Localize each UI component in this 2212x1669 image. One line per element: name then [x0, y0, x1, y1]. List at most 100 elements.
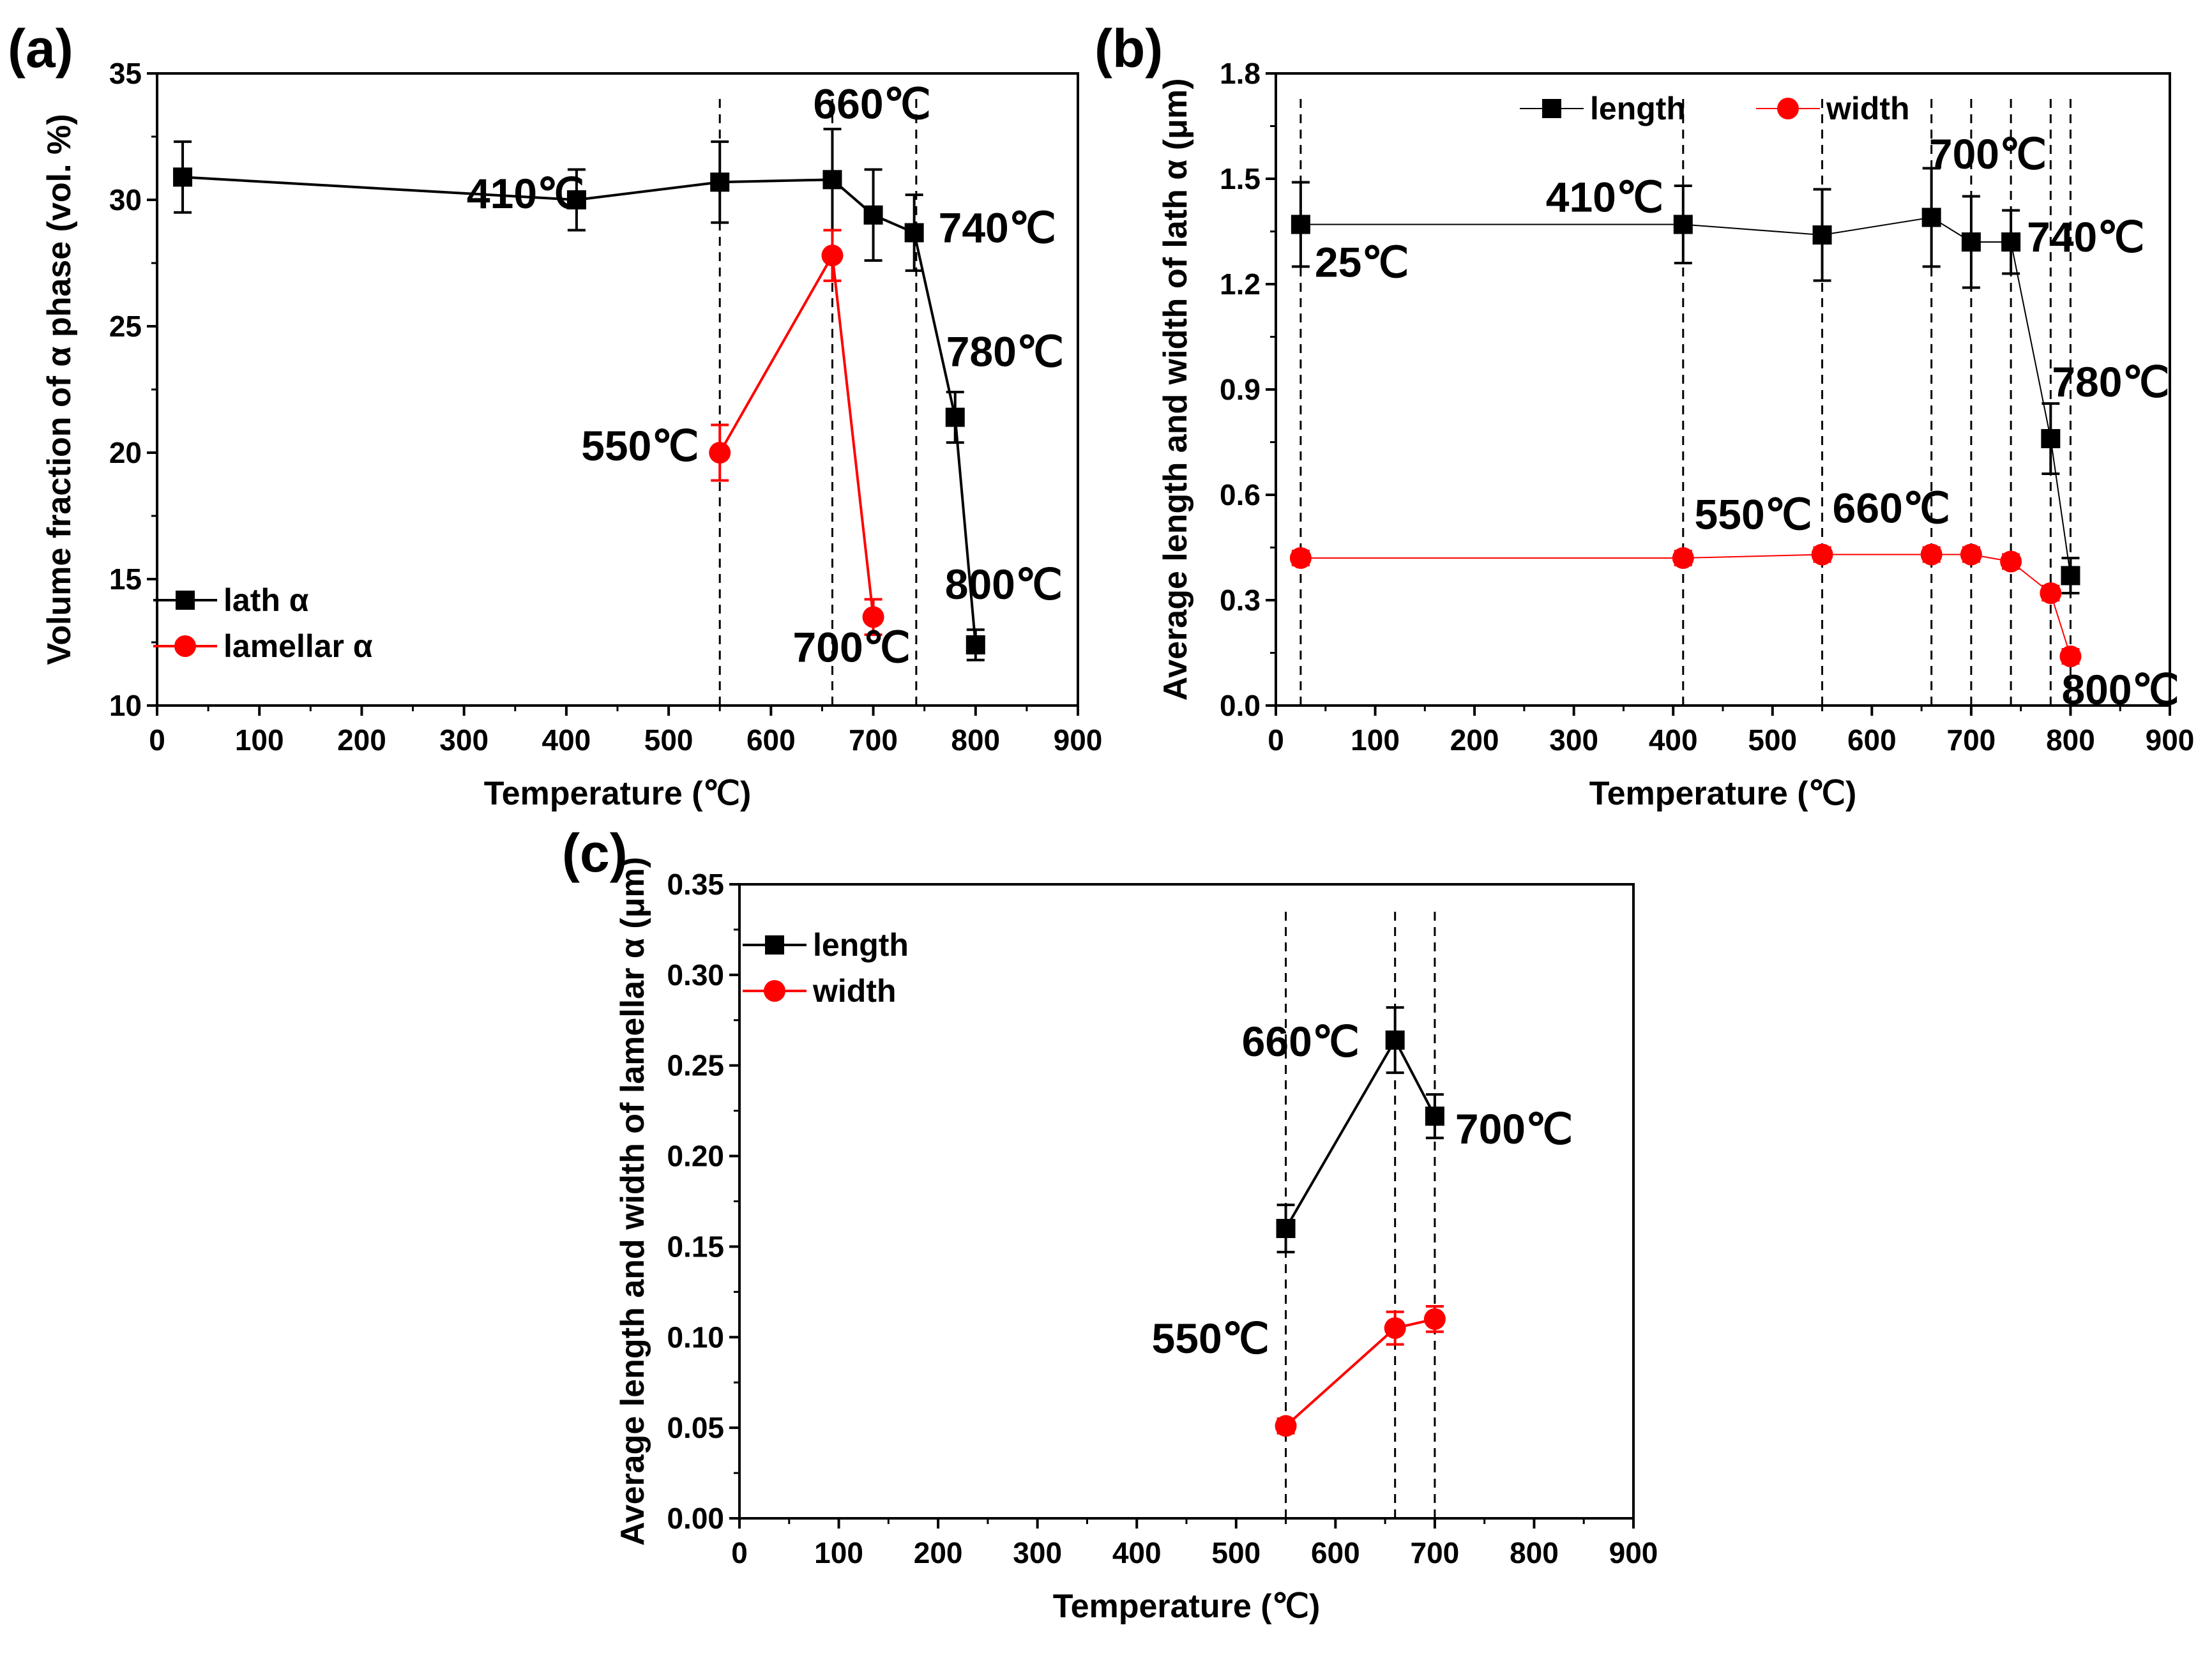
data-point-a-0-3 [822, 170, 842, 190]
data-point-a-0-7 [966, 635, 985, 654]
temperature-annotation-b-2: 700℃ [1929, 130, 2047, 177]
panel-b: (b) 0 100 200 300 400 500 600 700 800 900 0.0 0.3 0.6… [1095, 19, 2194, 812]
x-tick-label-a-1: 100 [235, 723, 284, 757]
legend-marker-a-1 [174, 635, 196, 657]
panel-c: (c) 0 100 200 300 400 500 600 700 800 900 0.00 0.05 0… [562, 823, 1658, 1625]
temperature-annotation-c-1: 700℃ [1455, 1105, 1573, 1152]
series-line-b-1 [1300, 554, 2072, 657]
data-point-b-0-3 [1921, 208, 1941, 227]
series-line-b-0 [1300, 216, 2072, 576]
legend-marker-c-1 [764, 980, 785, 1002]
legend-marker-c-0 [765, 935, 784, 955]
x-tick-label-c-0: 0 [731, 1536, 748, 1569]
data-point-a-0-4 [863, 205, 883, 225]
data-point-c-1-1 [1384, 1317, 1406, 1340]
y-tick-label-a-3: 25 [109, 310, 142, 343]
data-point-b-0-7 [2061, 566, 2080, 585]
y-tick-label-b-0: 0.0 [1220, 689, 1261, 722]
temperature-annotation-a-0: 410℃ [467, 170, 584, 217]
x-tick-label-a-7: 700 [849, 723, 898, 757]
data-point-a-0-0 [173, 167, 193, 187]
x-tick-label-b-2: 200 [1450, 723, 1499, 757]
temperature-annotation-a-6: 700℃ [793, 623, 911, 670]
x-tick-label-a-3: 300 [439, 723, 489, 757]
y-tick-label-c-4: 0.20 [667, 1140, 724, 1173]
x-tick-label-b-0: 0 [1268, 723, 1284, 757]
data-point-b-1-1 [1672, 547, 1694, 569]
legend-label-a-0: lath α [223, 582, 309, 618]
temperature-annotation-b-6: 660℃ [1833, 485, 1950, 532]
legend-label-c-0: length [813, 927, 909, 963]
legend-marker-b-1 [1777, 98, 1799, 119]
temperature-annotation-a-1: 660℃ [813, 80, 930, 127]
y-axis-title-c: Average length and width of lamellar α (… [614, 857, 651, 1546]
x-tick-label-b-5: 500 [1748, 723, 1797, 757]
x-tick-label-c-8: 800 [1510, 1536, 1559, 1569]
legend-label-b-1: width [1826, 91, 1910, 126]
series-line-a-1 [718, 251, 875, 617]
data-point-a-1-1 [821, 245, 844, 267]
data-point-c-0-1 [1385, 1030, 1405, 1050]
panel-label-a: (a) [8, 19, 73, 79]
x-tick-label-b-8: 800 [2046, 723, 2095, 757]
data-point-a-1-2 [862, 606, 884, 628]
x-axis-title-b: Temperature (℃) [1589, 775, 1857, 812]
data-point-b-0-0 [1291, 215, 1310, 234]
data-point-a-0-5 [904, 223, 924, 243]
data-point-b-0-6 [2041, 429, 2061, 448]
x-tick-label-a-9: 900 [1054, 723, 1103, 757]
temperature-annotation-c-2: 550℃ [1152, 1315, 1269, 1362]
y-tick-label-c-3: 0.15 [667, 1230, 724, 1263]
legend-label-c-1: width [812, 973, 897, 1009]
x-tick-label-b-9: 900 [2146, 723, 2195, 757]
x-axis-title-c: Temperature (℃) [1053, 1588, 1321, 1625]
x-tick-label-c-4: 400 [1112, 1536, 1162, 1569]
y-axis-title-b: Average length and width of lath α (μm) [1157, 79, 1194, 701]
series-line-c-0 [1284, 1037, 1436, 1230]
data-point-b-0-2 [1812, 225, 1832, 245]
y-tick-label-a-2: 20 [109, 436, 142, 469]
x-tick-label-c-6: 600 [1311, 1536, 1360, 1569]
y-tick-label-a-5: 35 [109, 57, 142, 90]
data-point-c-0-0 [1276, 1219, 1296, 1239]
y-tick-label-a-4: 30 [109, 183, 142, 216]
data-point-b-1-7 [2059, 646, 2082, 667]
y-tick-label-b-5: 1.5 [1220, 162, 1261, 195]
data-point-b-1-2 [1811, 543, 1833, 566]
y-tick-label-a-0: 10 [109, 689, 142, 722]
x-axis-title-a: Temperature (℃) [484, 775, 752, 812]
data-point-c-1-0 [1275, 1415, 1297, 1437]
data-point-b-0-1 [1673, 215, 1693, 234]
y-tick-label-b-2: 0.6 [1220, 478, 1261, 511]
x-tick-label-a-0: 0 [149, 723, 165, 757]
x-tick-label-b-4: 400 [1649, 723, 1698, 757]
data-point-c-1-2 [1423, 1308, 1446, 1330]
y-tick-label-b-1: 0.3 [1220, 584, 1261, 617]
x-tick-label-a-4: 400 [542, 723, 591, 757]
y-tick-label-c-0: 0.00 [667, 1502, 724, 1535]
temperature-annotation-b-5: 550℃ [1695, 491, 1812, 538]
temperature-annotation-a-5: 800℃ [945, 561, 1063, 608]
y-tick-label-b-4: 1.2 [1220, 268, 1261, 301]
x-tick-label-a-8: 800 [951, 723, 1000, 757]
temperature-annotation-b-4: 780℃ [2052, 358, 2169, 405]
x-tick-label-c-1: 100 [814, 1536, 863, 1569]
data-point-b-1-0 [1289, 547, 1312, 569]
data-point-b-1-6 [2040, 582, 2062, 604]
panel-a: (a) 0 100 200 300 400 500 600 700 800 900 10 15 20 25 3… [8, 19, 1102, 812]
legend-marker-b-0 [1542, 99, 1561, 118]
data-point-a-0-2 [710, 172, 730, 192]
x-tick-label-c-9: 900 [1609, 1536, 1658, 1569]
x-tick-label-c-5: 500 [1211, 1536, 1261, 1569]
temperature-annotation-a-3: 780℃ [946, 328, 1064, 375]
y-tick-label-b-3: 0.9 [1220, 373, 1261, 406]
temperature-annotation-a-4: 550℃ [581, 422, 699, 469]
x-tick-label-a-5: 500 [644, 723, 693, 757]
temperature-annotation-b-7: 800℃ [2061, 666, 2179, 713]
temperature-annotation-a-2: 740℃ [939, 204, 1056, 251]
x-tick-label-c-2: 200 [914, 1536, 963, 1569]
data-point-b-0-5 [2001, 232, 2021, 252]
temperature-annotation-b-3: 740℃ [2027, 213, 2144, 261]
y-tick-label-c-2: 0.10 [667, 1320, 724, 1354]
temperature-annotation-b-0: 25℃ [1315, 239, 1409, 286]
